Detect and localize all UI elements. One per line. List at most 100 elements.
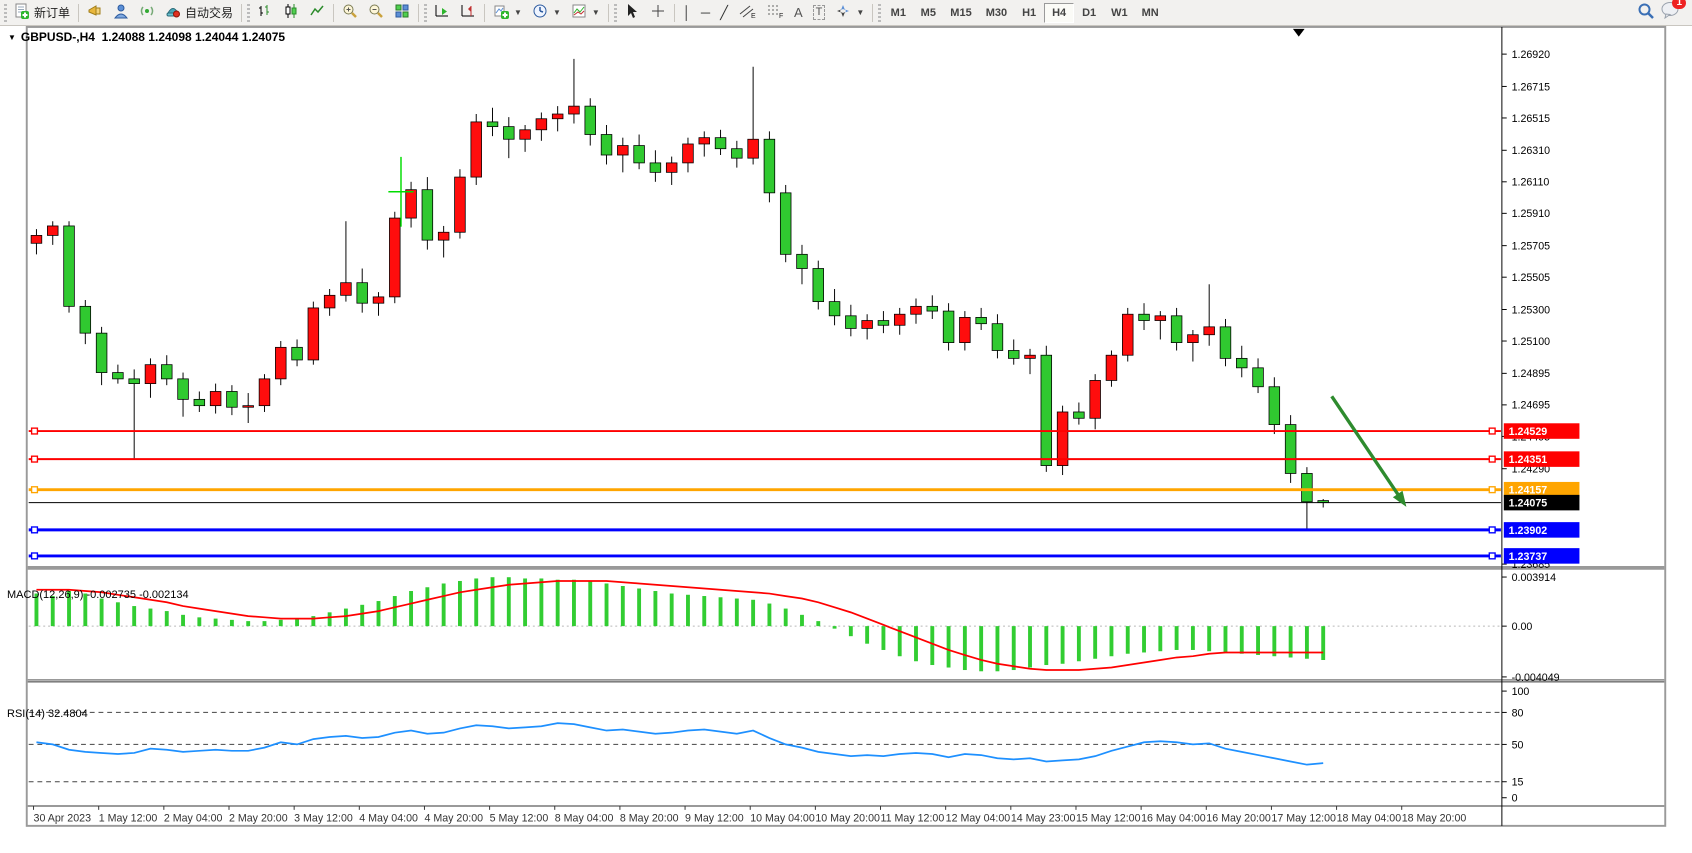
tf-button-M15[interactable]: M15 [943, 3, 978, 23]
tf-button-W1[interactable]: W1 [1104, 3, 1135, 23]
profile-icon [113, 3, 129, 22]
bar-chart-button[interactable] [252, 2, 278, 24]
svg-text:1.25705: 1.25705 [1512, 241, 1551, 253]
svg-text:1.24075: 1.24075 [1509, 497, 1548, 509]
shapes-button[interactable]: ▼ [830, 2, 869, 24]
svg-text:1.26920: 1.26920 [1512, 49, 1551, 61]
price-axis[interactable]: 1.26920 1.26715 1.26515 1.26310 1.26110 1.259… [1501, 49, 1580, 571]
search-icon [1637, 2, 1655, 23]
chart-shift-marker [1292, 28, 1305, 37]
line-chart-button[interactable] [304, 2, 330, 24]
svg-text:1.24157: 1.24157 [1509, 485, 1548, 497]
svg-text:1.25100: 1.25100 [1512, 336, 1551, 348]
tf-button-H4[interactable]: H4 [1044, 2, 1075, 23]
tf-button-H1[interactable]: H1 [1014, 3, 1044, 23]
text-button[interactable]: A [789, 2, 808, 24]
macd-pane[interactable]: 0.003914 0.00 -0.004049 [28, 572, 1560, 684]
new-order-label: 新订单 [34, 6, 71, 20]
periods-icon [532, 3, 548, 22]
text-label-button[interactable]: T [808, 2, 831, 24]
chevron-down-icon: ▼ [514, 8, 522, 17]
svg-text:1.25505: 1.25505 [1512, 272, 1551, 284]
svg-text:F: F [779, 13, 783, 19]
toolbar: 新订单 自动交易 [0, 0, 1692, 26]
svg-text:1 May 12:00: 1 May 12:00 [99, 812, 158, 824]
svg-text:0.00: 0.00 [1512, 621, 1533, 633]
zoom-out-button[interactable] [363, 2, 389, 24]
toolbar-separator [872, 3, 874, 22]
chart-window[interactable]: 1.26920 1.26715 1.26515 1.26310 1.26110 1.259… [0, 26, 1692, 853]
toolbar-grip[interactable] [878, 3, 882, 22]
svg-text:1.26110: 1.26110 [1512, 177, 1550, 189]
svg-text:1.24895: 1.24895 [1512, 368, 1551, 380]
new-order-button[interactable]: 新订单 [9, 2, 75, 24]
new-order-icon [14, 3, 30, 22]
toolbar-separator [418, 3, 420, 22]
indicators-button[interactable]: ▼ [488, 2, 527, 24]
auto-scroll-button[interactable] [429, 2, 455, 24]
announcement-button[interactable] [82, 2, 108, 24]
toolbar-grip[interactable] [424, 3, 428, 22]
symbol-dropdown-icon[interactable]: ▼ [8, 32, 16, 42]
tf-button-M30[interactable]: M30 [979, 3, 1014, 23]
chart-shift-button[interactable] [455, 2, 481, 24]
svg-text:1.26515: 1.26515 [1512, 113, 1551, 125]
candlestick-button[interactable] [278, 2, 304, 24]
svg-text:1.24695: 1.24695 [1512, 400, 1551, 412]
signals-button[interactable] [134, 2, 160, 24]
annotations[interactable] [388, 156, 1407, 507]
cursor-icon [624, 3, 640, 22]
svg-text:14 May 23:00: 14 May 23:00 [1011, 812, 1076, 824]
crosshair-button[interactable] [645, 2, 671, 24]
main-pane[interactable] [28, 58, 1501, 560]
periods-button[interactable]: ▼ [527, 2, 566, 24]
svg-text:15: 15 [1512, 777, 1524, 789]
svg-text:1.25910: 1.25910 [1512, 208, 1551, 220]
chat-button[interactable]: 1 [1660, 0, 1686, 24]
tf-button-MN[interactable]: MN [1135, 3, 1166, 23]
profile-button[interactable] [108, 2, 134, 24]
zoom-in-button[interactable] [337, 2, 363, 24]
chart-canvas[interactable]: 1.26920 1.26715 1.26515 1.26310 1.26110 1.259… [0, 26, 1692, 853]
svg-text:30 Apr 2023: 30 Apr 2023 [34, 812, 92, 824]
toolbar-grip[interactable] [247, 3, 251, 22]
horizontal-lines[interactable] [28, 427, 1501, 560]
channel-button[interactable]: E [733, 2, 761, 24]
svg-text:1.24529: 1.24529 [1509, 426, 1548, 438]
svg-text:1.23737: 1.23737 [1509, 551, 1548, 563]
date-axis[interactable]: 30 Apr 2023 1 May 12:00 2 May 04:00 2 May 2… [33, 805, 1467, 825]
rsi-pane[interactable]: 100 80 50 15 0 [28, 686, 1530, 805]
svg-text:2 May 04:00: 2 May 04:00 [164, 812, 223, 824]
svg-text:0: 0 [1512, 793, 1518, 805]
toolbar-grip[interactable] [613, 3, 617, 22]
svg-text:1.24351: 1.24351 [1509, 454, 1548, 466]
tf-button-M1[interactable]: M1 [883, 3, 913, 23]
cursor-button[interactable] [619, 2, 645, 24]
timeframe-group: M1 M5 M15 M30 H1 H4 D1 W1 MN [883, 2, 1166, 23]
zoom-in-icon [342, 3, 358, 22]
svg-text:11 May 12:00: 11 May 12:00 [881, 812, 945, 824]
chart-title: ▼ GBPUSD-,H4 1.24088 1.24098 1.24044 1.2… [8, 30, 285, 44]
toolbar-separator [484, 3, 486, 22]
horizontal-line-button[interactable]: ─ [696, 2, 715, 24]
tf-button-D1[interactable]: D1 [1074, 3, 1104, 23]
tf-button-M5[interactable]: M5 [913, 3, 943, 23]
line-chart-icon [309, 3, 325, 22]
fibonacci-button[interactable]: F [761, 2, 789, 24]
text-label-icon: T [812, 5, 826, 20]
candlestick-icon [283, 3, 299, 22]
templates-button[interactable]: ▼ [566, 2, 605, 24]
svg-text:0.003914: 0.003914 [1512, 572, 1557, 584]
vertical-line-button[interactable]: │ [678, 2, 696, 24]
chevron-down-icon: ▼ [552, 8, 561, 17]
tile-windows-button[interactable] [389, 2, 415, 24]
search-button[interactable] [1632, 2, 1660, 24]
svg-text:12 May 04:00: 12 May 04:00 [946, 812, 1011, 824]
trendline-icon: ╱ [720, 5, 728, 20]
toolbar-grip[interactable] [4, 3, 7, 22]
toolbar-separator [78, 3, 80, 22]
svg-text:50: 50 [1512, 739, 1524, 751]
autotrade-button[interactable]: 自动交易 [160, 2, 238, 24]
trendline-button[interactable]: ╱ [715, 2, 733, 24]
